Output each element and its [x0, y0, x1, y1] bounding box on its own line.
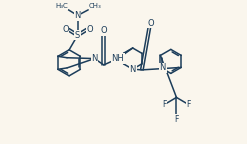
Text: S: S	[75, 31, 80, 40]
Text: F: F	[174, 115, 179, 124]
Text: O: O	[101, 26, 107, 35]
Text: CH₃: CH₃	[89, 3, 102, 9]
Text: N: N	[74, 11, 81, 20]
Text: N: N	[160, 63, 166, 72]
Text: F: F	[186, 100, 191, 109]
Text: H₃C: H₃C	[55, 3, 68, 9]
Text: NH: NH	[111, 54, 124, 63]
Text: N: N	[129, 65, 136, 74]
Text: O: O	[147, 19, 154, 28]
Text: N: N	[91, 54, 98, 63]
Text: O: O	[87, 25, 93, 34]
Text: O: O	[62, 25, 69, 34]
Text: F: F	[162, 100, 167, 109]
